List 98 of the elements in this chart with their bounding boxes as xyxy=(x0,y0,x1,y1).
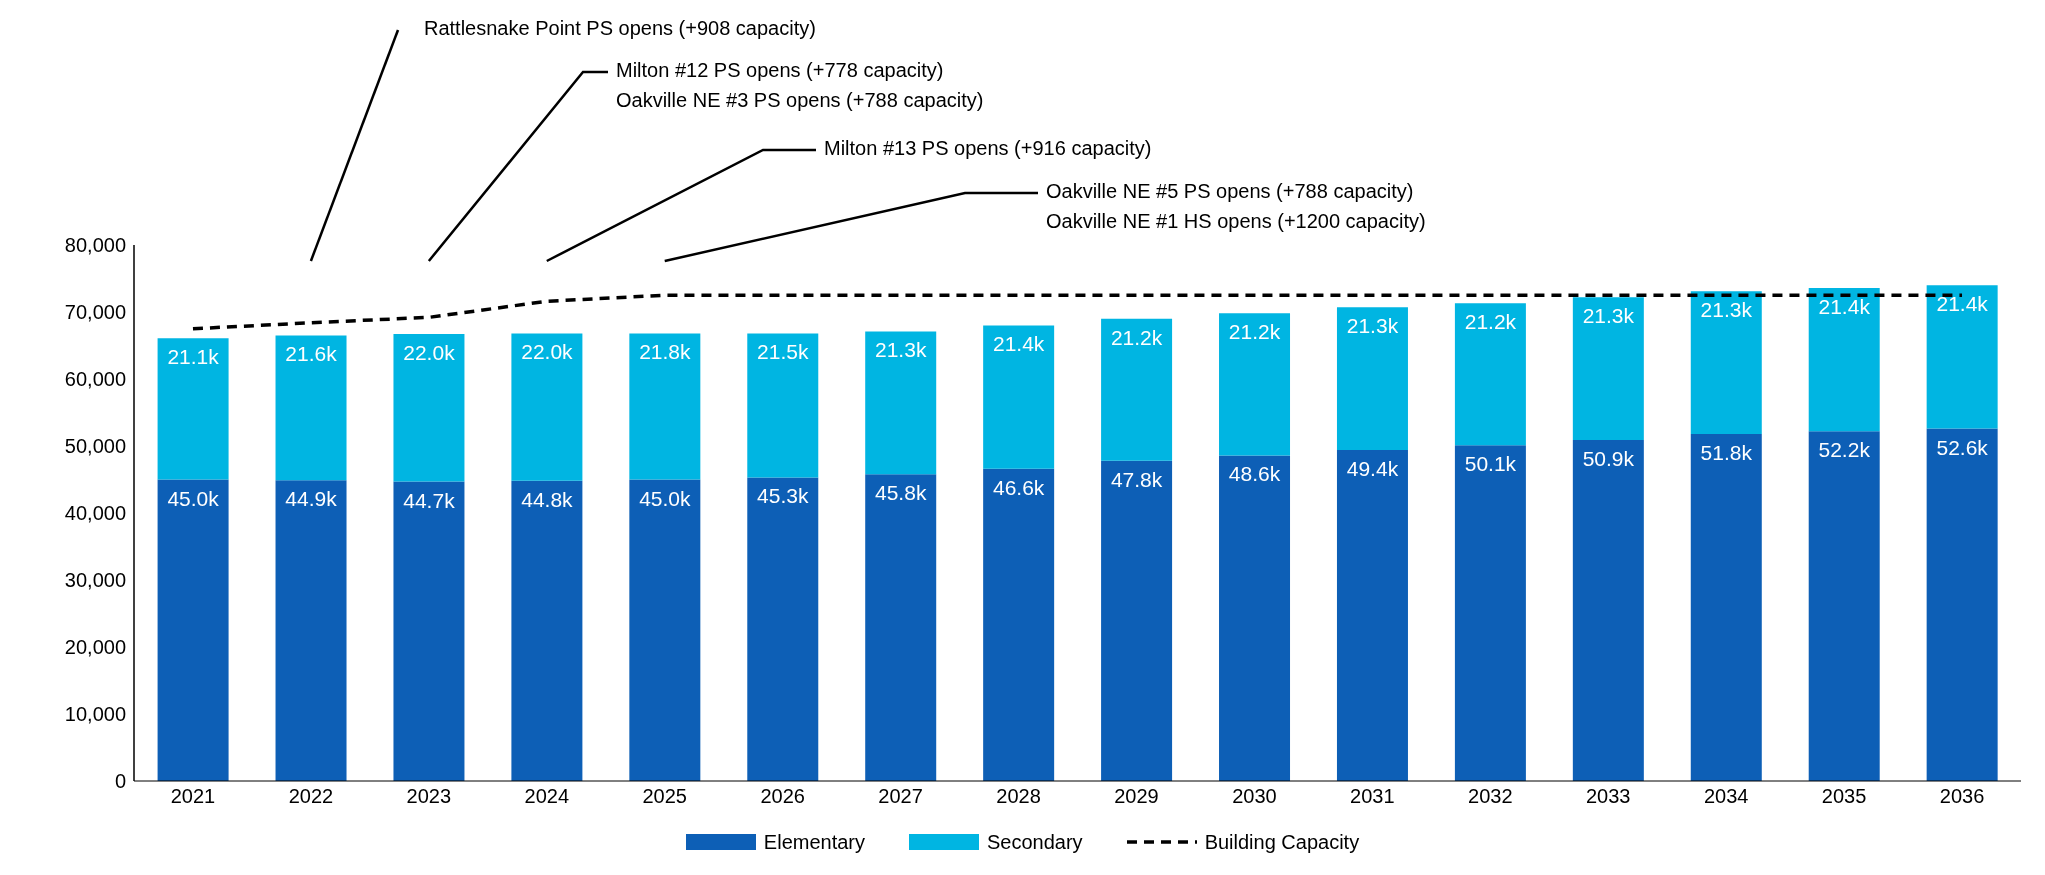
bar xyxy=(1454,303,1526,446)
bar xyxy=(983,325,1055,469)
x-tick-label: 2030 xyxy=(1232,785,1277,808)
data-label: 21.4k xyxy=(992,332,1045,356)
data-label: 52.2k xyxy=(1818,438,1871,462)
bar xyxy=(275,480,347,781)
data-label: 51.8k xyxy=(1700,440,1753,464)
data-label: 21.4k xyxy=(1936,292,1989,316)
data-label: 21.1k xyxy=(167,345,220,369)
bar xyxy=(1926,428,1998,781)
data-label: 21.2k xyxy=(1228,320,1281,344)
bar xyxy=(747,333,819,478)
x-tick-label: 2021 xyxy=(170,785,216,808)
x-tick-label: 2031 xyxy=(1350,785,1395,808)
legend-label: Elementary xyxy=(763,830,865,854)
data-label: 47.8k xyxy=(1110,467,1163,491)
x-tick-label: 2027 xyxy=(878,785,923,808)
y-tick-label: 30,000 xyxy=(64,569,126,592)
y-tick-label: 80,000 xyxy=(64,234,126,257)
data-label: 44.8k xyxy=(521,487,574,511)
bar xyxy=(865,474,937,781)
x-tick-label: 2033 xyxy=(1585,785,1631,808)
data-label: 45.8k xyxy=(875,481,927,505)
bar xyxy=(1808,431,1880,781)
data-label: 21.3k xyxy=(875,338,927,362)
bar xyxy=(1572,439,1644,781)
bar xyxy=(1219,313,1291,456)
bar xyxy=(1336,307,1408,451)
data-label: 22.0k xyxy=(403,341,456,365)
bar xyxy=(865,331,937,475)
x-tick-label: 2029 xyxy=(1114,785,1159,808)
bar xyxy=(983,468,1055,781)
data-label: 45.0k xyxy=(167,486,220,510)
text: Milton #12 PS opens (+778 capacity) xyxy=(616,59,944,82)
x-tick-label: 2026 xyxy=(760,785,805,808)
x-tick-label: 2034 xyxy=(1703,785,1749,808)
y-tick-label: 0 xyxy=(114,770,126,793)
bar xyxy=(157,338,229,480)
x-tick-label: 2032 xyxy=(1468,785,1513,808)
bar xyxy=(393,481,465,781)
bar xyxy=(1572,297,1644,440)
data-label: 21.2k xyxy=(1110,325,1163,349)
data-label: 49.4k xyxy=(1346,457,1399,481)
y-tick-label: 60,000 xyxy=(64,368,126,391)
bar xyxy=(1808,287,1880,432)
x-tick-label: 2028 xyxy=(996,785,1041,808)
data-label: 45.3k xyxy=(757,484,809,508)
bar xyxy=(629,479,701,781)
data-label: 44.9k xyxy=(285,487,338,511)
bar xyxy=(511,480,583,781)
data-label: 21.5k xyxy=(757,340,809,364)
y-tick-label: 70,000 xyxy=(64,301,126,324)
x-tick-label: 2035 xyxy=(1821,785,1867,808)
x-tick-label: 2023 xyxy=(406,785,452,808)
text: Rattlesnake Point PS opens (+908 capacity) xyxy=(424,17,816,40)
data-label: 48.6k xyxy=(1228,462,1281,486)
bar xyxy=(1690,433,1762,781)
data-label: 21.4k xyxy=(1818,294,1871,318)
bar xyxy=(157,479,229,781)
y-tick-label: 10,000 xyxy=(64,703,126,726)
x-tick-label: 2024 xyxy=(524,785,570,808)
bar xyxy=(1219,455,1291,781)
bar xyxy=(511,333,583,481)
data-label: 21.3k xyxy=(1582,304,1635,328)
data-label: 22.0k xyxy=(521,340,574,364)
data-label: 45.0k xyxy=(639,486,692,510)
y-tick-label: 20,000 xyxy=(64,636,126,659)
x-tick-label: 2025 xyxy=(642,785,687,808)
text: Oakville NE #3 PS opens (+788 capacity) xyxy=(616,89,984,112)
data-label: 50.9k xyxy=(1582,446,1635,470)
data-label: 52.6k xyxy=(1936,435,1989,459)
bar xyxy=(1926,285,1998,429)
legend-label: Secondary xyxy=(987,830,1083,854)
data-label: 44.7k xyxy=(403,488,456,512)
y-tick-label: 40,000 xyxy=(64,502,126,525)
bar xyxy=(747,477,819,781)
text: Milton #13 PS opens (+916 capacity) xyxy=(824,137,1152,160)
bar xyxy=(1101,460,1173,781)
bar xyxy=(393,334,465,482)
bar xyxy=(629,333,701,480)
x-tick-label: 2036 xyxy=(1939,785,1985,808)
bar xyxy=(275,335,347,481)
data-label: 46.6k xyxy=(992,475,1045,499)
bar xyxy=(1454,445,1526,781)
bar xyxy=(1690,291,1762,434)
text: Oakville NE #1 HS opens (+1200 capacity) xyxy=(1046,210,1426,233)
data-label: 21.8k xyxy=(639,340,692,364)
legend-label: Building Capacity xyxy=(1204,830,1360,854)
data-label: 21.3k xyxy=(1700,298,1753,322)
data-label: 21.6k xyxy=(285,342,338,366)
bar xyxy=(1336,450,1408,781)
data-label: 21.2k xyxy=(1464,310,1517,334)
y-tick-label: 50,000 xyxy=(64,435,126,458)
data-label: 21.3k xyxy=(1346,314,1399,338)
x-tick-label: 2022 xyxy=(288,785,334,808)
data-label: 50.1k xyxy=(1464,452,1517,476)
bar xyxy=(1101,318,1173,461)
text: Oakville NE #5 PS opens (+788 capacity) xyxy=(1046,180,1414,203)
